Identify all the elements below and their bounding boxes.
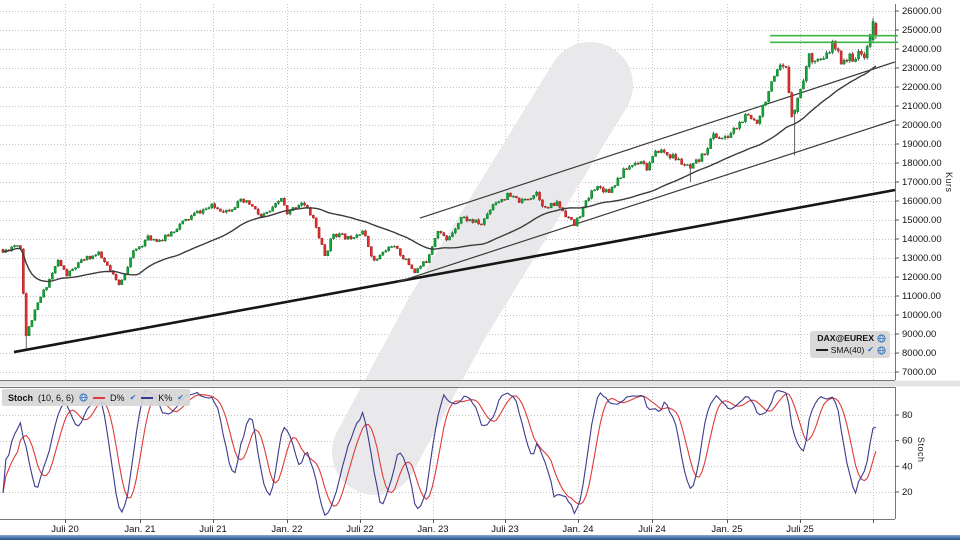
- globe-icon[interactable]: [79, 393, 88, 402]
- channel-lower[interactable]: [397, 119, 896, 283]
- globe-icon[interactable]: [877, 345, 886, 355]
- svg-text:10000.00: 10000.00: [902, 310, 942, 321]
- svg-text:14000.00: 14000.00: [902, 234, 942, 245]
- svg-text:22000.00: 22000.00: [902, 82, 942, 93]
- k-visible-checkbox[interactable]: ✔: [177, 392, 184, 402]
- d-label: D%: [110, 392, 125, 403]
- svg-text:8000.00: 8000.00: [902, 348, 936, 359]
- price-axis-ticks: 26000.00 25000.00 24000.00 23000.00 22000.00…: [895, 6, 942, 378]
- svg-text:Juli 23: Juli 23: [491, 524, 518, 535]
- sma-line[interactable]: [2, 65, 877, 283]
- svg-text:Jan. 24: Jan. 24: [562, 524, 593, 535]
- stoch-title: Stoch: [8, 392, 34, 403]
- watermark-slash-icon: [332, 42, 633, 495]
- stoch-params: (10, 6, 6): [38, 392, 75, 403]
- stoch-legend[interactable]: Stoch (10, 6, 6) D% ✔ K% ✔: [2, 389, 190, 406]
- svg-text:Jan. 21: Jan. 21: [124, 524, 155, 535]
- instrument-label: DAX@EUREX: [817, 333, 874, 343]
- svg-text:12000.00: 12000.00: [902, 272, 942, 283]
- svg-text:24000.00: 24000.00: [902, 44, 942, 55]
- instrument-legend-row[interactable]: DAX@EUREX: [814, 333, 886, 343]
- svg-text:15000.00: 15000.00: [902, 215, 942, 226]
- long-term-uptrend[interactable]: [13, 188, 896, 354]
- k-line-swatch: [141, 396, 154, 399]
- up-candles: [4, 21, 875, 336]
- svg-text:7000.00: 7000.00: [902, 367, 936, 378]
- svg-text:9000.00: 9000.00: [902, 329, 936, 340]
- svg-text:26000.00: 26000.00: [902, 6, 942, 17]
- sma-label: SMA(40): [830, 345, 865, 355]
- svg-text:20: 20: [902, 487, 913, 498]
- axes: [0, 4, 896, 520]
- svg-text:Jan. 23: Jan. 23: [417, 524, 448, 535]
- sma-visible-checkbox[interactable]: ✔: [867, 345, 874, 354]
- svg-text:Jan. 25: Jan. 25: [711, 524, 742, 535]
- channel-upper[interactable]: [419, 61, 896, 219]
- globe-icon[interactable]: [877, 333, 886, 343]
- svg-text:80: 80: [902, 410, 913, 421]
- time-axis-ticks: Juli 20 Jan. 21 Juli 21 Jan. 22 Juli 22 Jan. …: [51, 519, 874, 535]
- svg-text:Juli 21: Juli 21: [199, 524, 226, 535]
- stoch-axis-title: Stoch: [916, 437, 926, 463]
- svg-text:Jan. 22: Jan. 22: [271, 524, 302, 535]
- d-line-swatch: [93, 396, 106, 399]
- svg-text:Juli 24: Juli 24: [638, 524, 665, 535]
- stoch-axis-ticks: 80 60 40 20: [895, 410, 913, 498]
- svg-text:21000.00: 21000.00: [902, 101, 942, 112]
- svg-text:17000.00: 17000.00: [902, 177, 942, 188]
- svg-text:60: 60: [902, 436, 913, 447]
- stoch-d-line[interactable]: [2, 393, 877, 507]
- svg-text:Juli 20: Juli 20: [51, 524, 78, 535]
- trend-lines[interactable]: [13, 61, 896, 354]
- svg-text:19000.00: 19000.00: [902, 139, 942, 150]
- candlesticks[interactable]: [1, 17, 878, 349]
- panel-separator: [0, 380, 960, 387]
- d-visible-checkbox[interactable]: ✔: [129, 392, 137, 402]
- svg-text:20000.00: 20000.00: [902, 120, 942, 131]
- svg-text:13000.00: 13000.00: [902, 253, 942, 264]
- svg-text:25000.00: 25000.00: [902, 25, 942, 36]
- svg-text:18000.00: 18000.00: [902, 158, 942, 169]
- svg-text:Juli 22: Juli 22: [346, 524, 373, 535]
- price-axis-title: Kurs: [944, 172, 954, 193]
- sma-line-swatch: [815, 349, 828, 351]
- sma-legend-row[interactable]: SMA(40) ✔: [814, 345, 886, 355]
- bottom-accent-bar: [0, 535, 960, 540]
- svg-text:11000.00: 11000.00: [902, 291, 941, 302]
- svg-text:16000.00: 16000.00: [902, 196, 942, 207]
- svg-text:Juli 25: Juli 25: [786, 524, 813, 535]
- svg-text:23000.00: 23000.00: [902, 63, 942, 74]
- svg-text:40: 40: [902, 461, 913, 472]
- k-label: K%: [158, 392, 173, 403]
- price-legend[interactable]: DAX@EUREX SMA(40) ✔: [810, 331, 890, 358]
